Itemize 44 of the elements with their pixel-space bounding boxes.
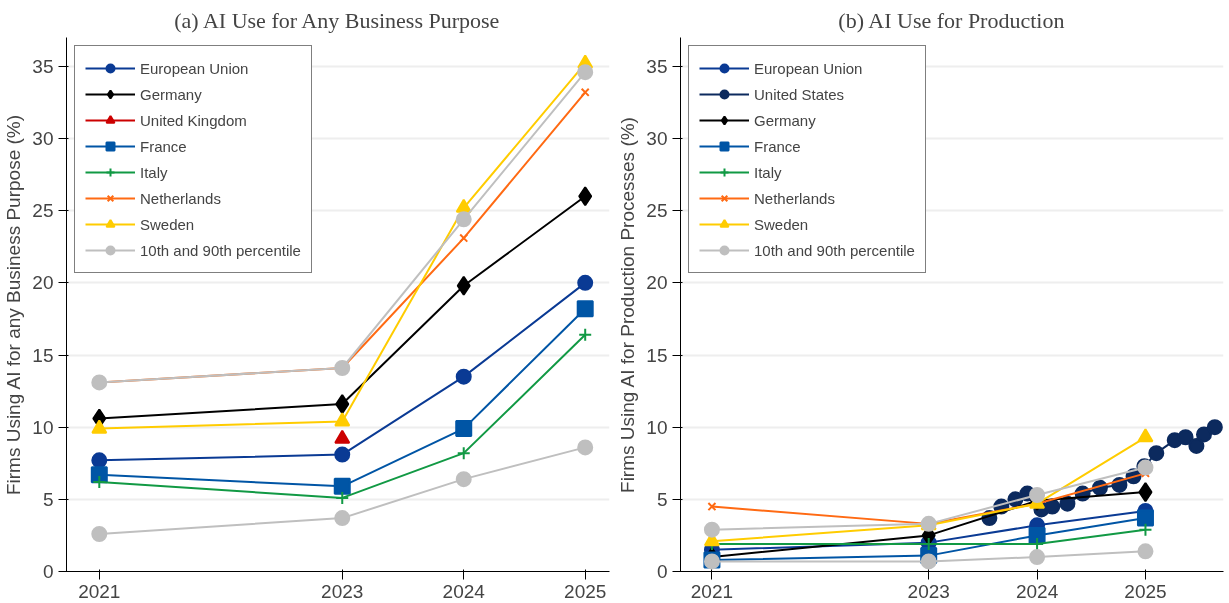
legend-label: United States <box>754 84 845 105</box>
legend-label: Germany <box>140 84 202 105</box>
y-axis-title: Firms Using AI for any Business Purpose (%) <box>3 114 25 496</box>
legend-label: Sweden <box>140 214 195 235</box>
x-tick-label: 2023 <box>321 580 364 602</box>
y-tick-label: 20 <box>646 272 668 294</box>
y-tick-label: 5 <box>656 488 668 510</box>
x-tick-label: 2021 <box>78 580 121 602</box>
legend-label: European Union <box>754 58 863 79</box>
x-tick-label: 2025 <box>564 580 607 602</box>
y-tick-label: 35 <box>32 55 54 77</box>
y-tick-label: 35 <box>646 55 668 77</box>
y-tick-label: 30 <box>32 128 54 150</box>
y-tick-label: 15 <box>32 344 54 366</box>
y-tick-label: 20 <box>32 272 54 294</box>
legend-label: European Union <box>140 58 249 79</box>
legend-label: Sweden <box>754 214 809 235</box>
x-tick-label: 2024 <box>1015 580 1059 602</box>
y-axis-title: Firms Using AI for Production Processes (%) <box>617 117 639 493</box>
x-tick-label: 2023 <box>907 580 950 602</box>
legend-label: Italy <box>754 162 782 183</box>
y-tick-label: 10 <box>646 416 668 438</box>
y-tick-label: 25 <box>646 200 668 222</box>
legend-label: Italy <box>140 162 168 183</box>
x-tick-label: 2024 <box>442 580 486 602</box>
x-tick-label: 2025 <box>1124 580 1167 602</box>
y-tick-label: 15 <box>646 344 668 366</box>
legend-label: United Kingdom <box>140 110 247 131</box>
y-tick-label: 30 <box>646 128 668 150</box>
legend-label: Germany <box>754 110 816 131</box>
chart-title: (b) AI Use for Production <box>838 7 1065 33</box>
chart-title: (a) AI Use for Any Business Purpose <box>174 7 500 33</box>
y-tick-label: 0 <box>42 561 54 582</box>
legend-label: Netherlands <box>140 188 221 209</box>
legend-label: France <box>140 136 187 157</box>
legend-label: France <box>754 136 801 157</box>
y-tick-label: 0 <box>656 561 668 582</box>
legend-label: 10th and 90th percentile <box>754 240 915 261</box>
legend-label: Netherlands <box>754 188 835 209</box>
legend-label: 10th and 90th percentile <box>140 240 301 261</box>
y-tick-label: 5 <box>42 488 54 510</box>
x-tick-label: 2021 <box>690 580 734 602</box>
y-tick-label: 10 <box>32 416 54 438</box>
y-tick-label: 25 <box>32 200 54 222</box>
